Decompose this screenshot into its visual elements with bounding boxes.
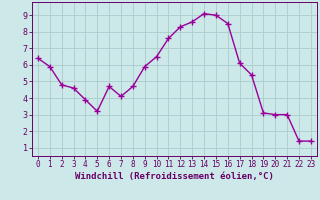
X-axis label: Windchill (Refroidissement éolien,°C): Windchill (Refroidissement éolien,°C)	[75, 172, 274, 181]
